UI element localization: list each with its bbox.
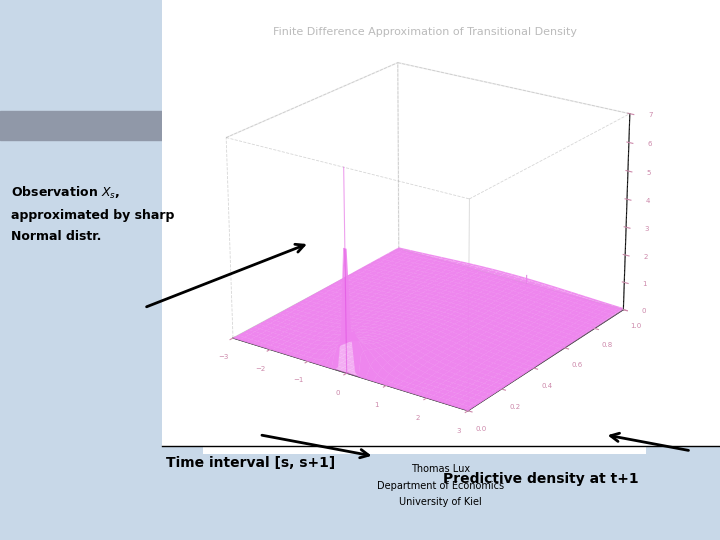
Text: Normal distr.: Normal distr. — [11, 230, 102, 244]
Bar — [0, 111, 162, 140]
Title: Finite Difference Approximation of Transitional Density: Finite Difference Approximation of Trans… — [273, 27, 577, 37]
Text: approximated by sharp: approximated by sharp — [11, 208, 174, 222]
Text: Department of Economics: Department of Economics — [377, 481, 504, 491]
Text: Observation $X_s$,: Observation $X_s$, — [11, 185, 120, 201]
Text: Thomas Lux: Thomas Lux — [411, 464, 470, 475]
Text: Predictive density at t+1: Predictive density at t+1 — [443, 472, 639, 487]
Text: University of Kiel: University of Kiel — [400, 497, 482, 507]
Text: Time interval [s, s+1]: Time interval [s, s+1] — [166, 456, 335, 470]
